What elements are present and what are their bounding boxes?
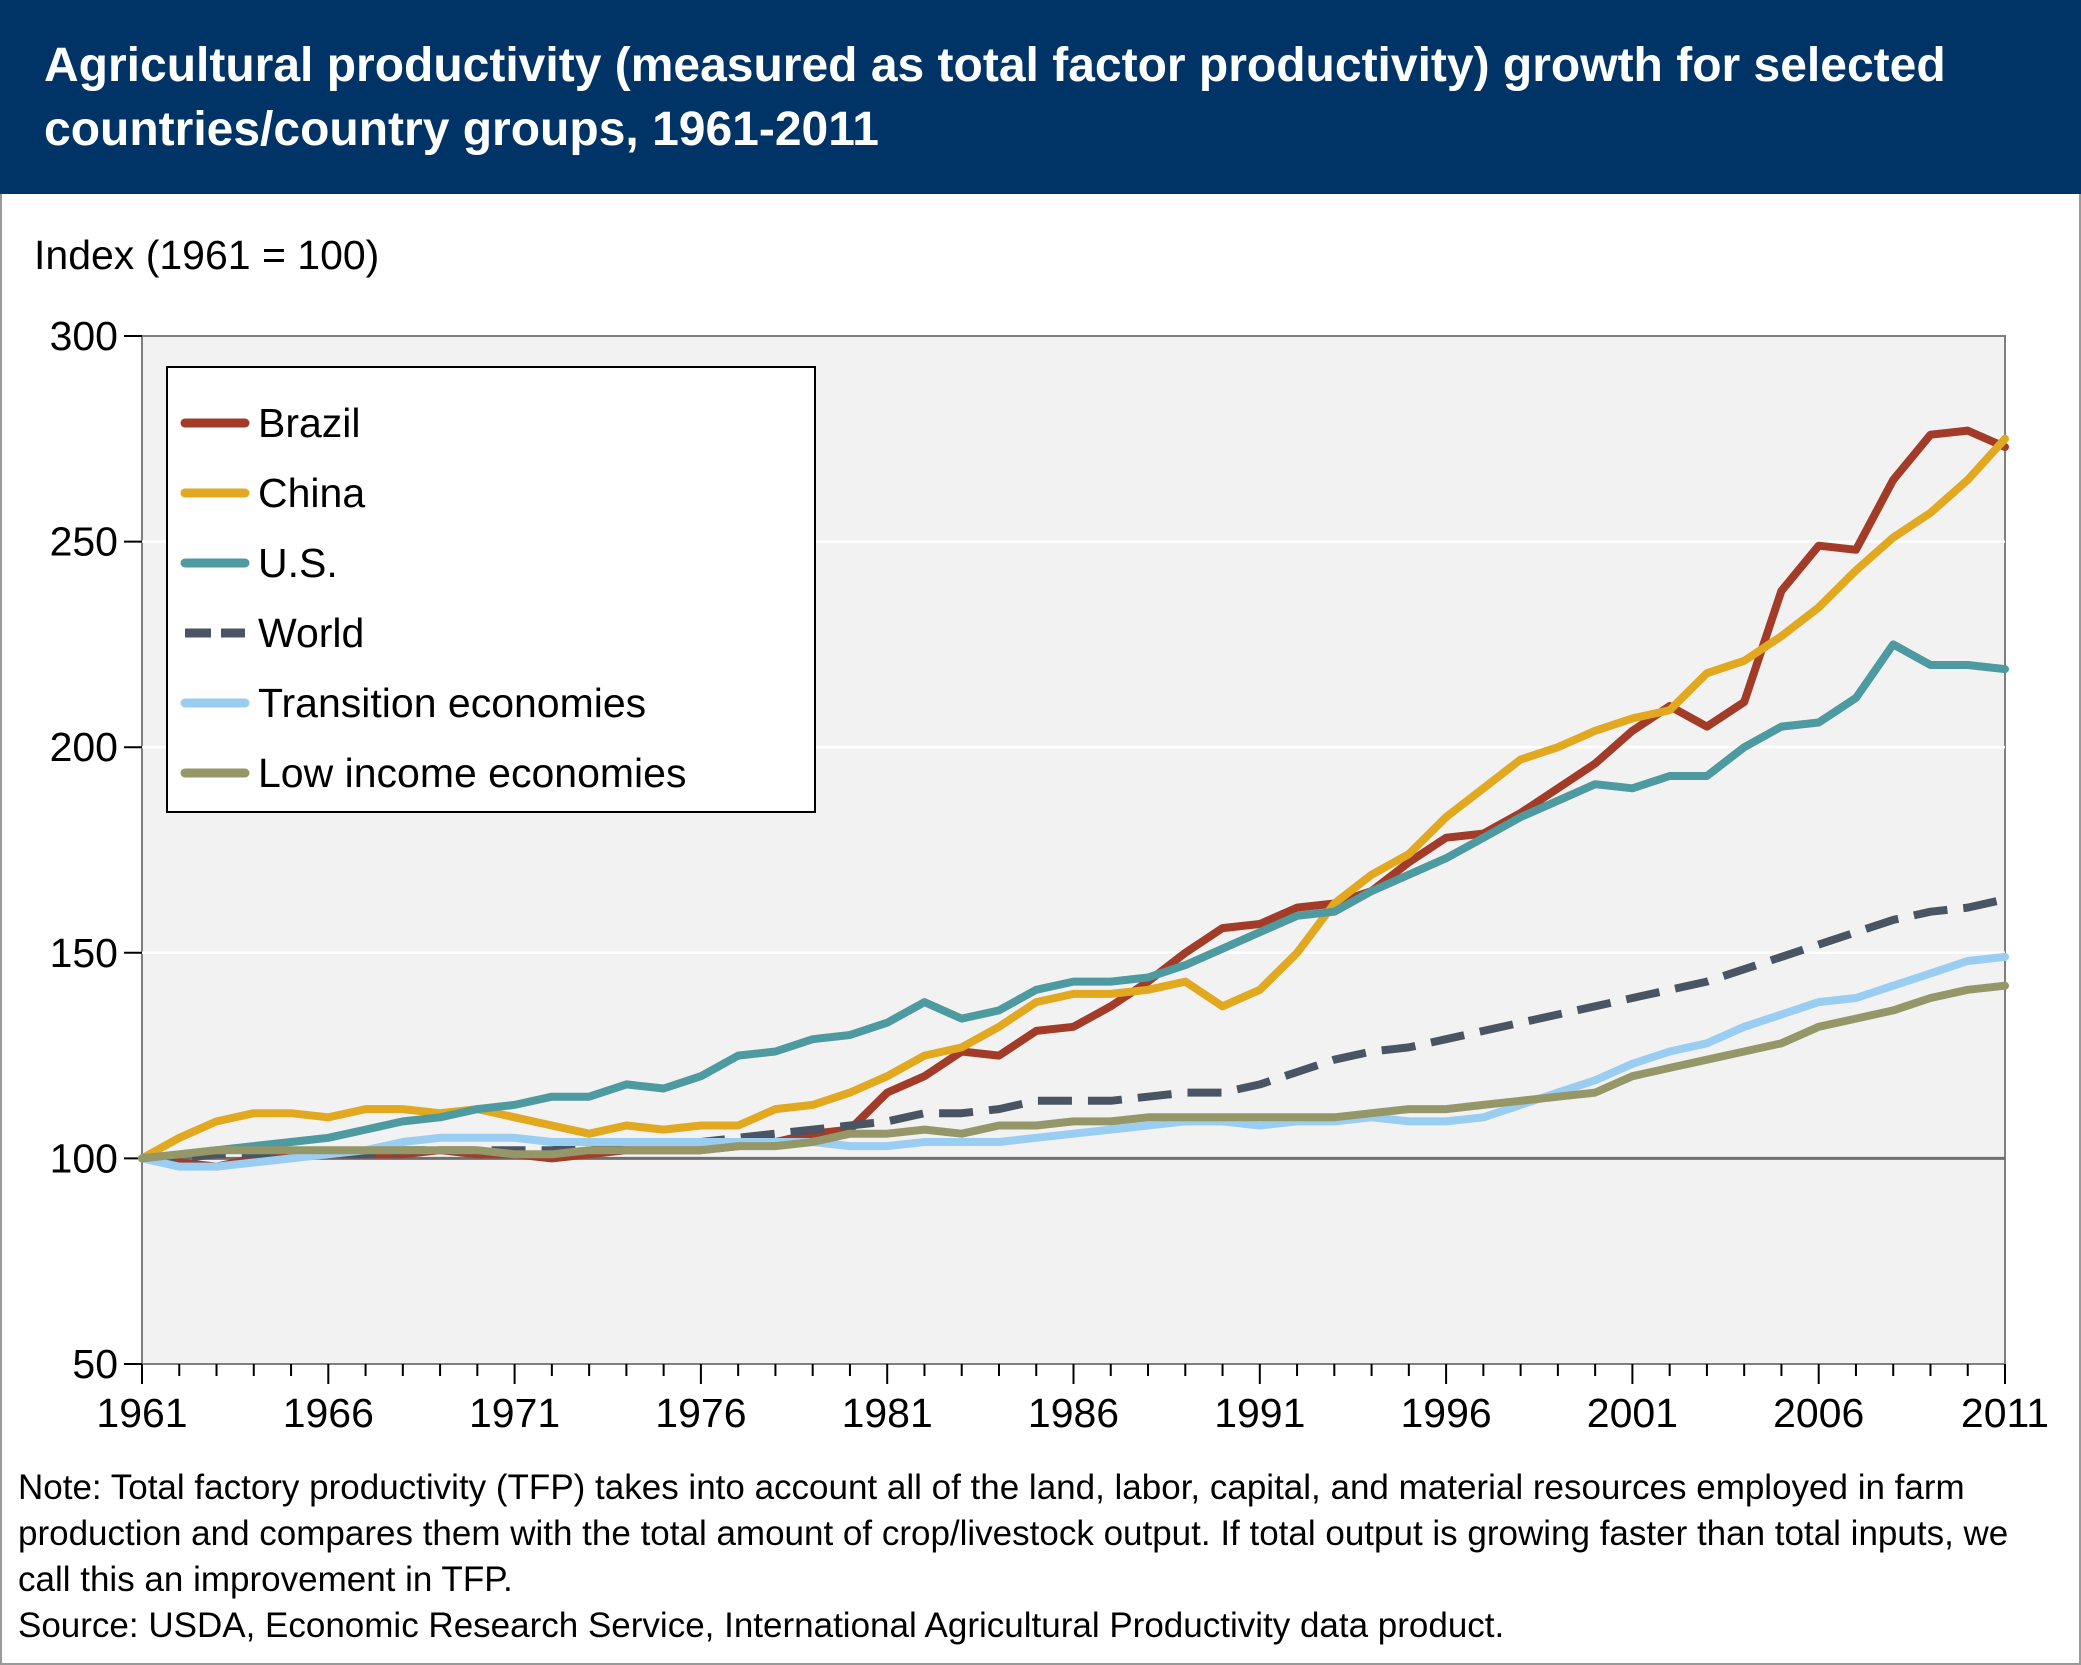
source-text: Source: USDA, Economic Research Service,… <box>18 1606 1505 1645</box>
chart-frame <box>0 194 2081 1665</box>
series-line-transition-economies <box>138 952 2009 1171</box>
y-tick-label-250: 250 <box>50 519 118 565</box>
y-tick-label-200: 200 <box>50 724 118 770</box>
y-tick-label-50: 50 <box>72 1341 118 1387</box>
x-tick-label-1971: 1971 <box>469 1390 560 1436</box>
x-tick-label-1981: 1981 <box>842 1390 933 1436</box>
x-tick-label-1966: 1966 <box>283 1390 374 1436</box>
x-tick-label-1986: 1986 <box>1028 1390 1119 1436</box>
legend-label-china: China <box>258 470 365 516</box>
x-tick-label-2001: 2001 <box>1587 1390 1678 1436</box>
y-tick-label-100: 100 <box>50 1135 118 1181</box>
series-line-low-income-economies <box>138 981 2009 1163</box>
legend-label-low-income-economies: Low income economies <box>258 750 686 796</box>
y-axis-label: Index (1961 = 100) <box>34 232 380 278</box>
chart-title: Agricultural productivity (measured as t… <box>44 39 1946 156</box>
legend-label-u-s-: U.S. <box>258 540 338 586</box>
legend-label-transition-economies: Transition economies <box>258 680 646 726</box>
chart-title-banner: Agricultural productivity (measured as t… <box>0 0 2081 194</box>
x-tick-label-1961: 1961 <box>96 1390 187 1436</box>
series-line-u-s- <box>138 640 2009 1163</box>
y-tick-label-300: 300 <box>50 313 118 359</box>
line-chart: 50 100 150 200 250 300 1961 1966 1971 1976 1981 198… <box>50 313 2050 1436</box>
x-tick-label-2006: 2006 <box>1773 1390 1864 1436</box>
x-tick-label-2011: 2011 <box>1961 1390 2049 1436</box>
x-tick-label-1991: 1991 <box>1214 1390 1305 1436</box>
x-tick-label-1976: 1976 <box>655 1390 746 1436</box>
legend-label-brazil: Brazil <box>258 400 361 446</box>
y-tick-label-150: 150 <box>50 930 118 976</box>
legend-label-world: World <box>258 610 364 656</box>
note-text: Note: Total factory productivity (TFP) t… <box>18 1468 2009 1599</box>
x-tick-label-1996: 1996 <box>1400 1390 1491 1436</box>
legend-box <box>166 366 816 813</box>
chart-footer: Note: Total factory productivity (TFP) t… <box>18 1465 2068 1649</box>
